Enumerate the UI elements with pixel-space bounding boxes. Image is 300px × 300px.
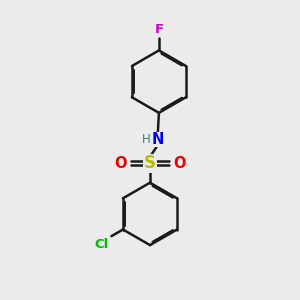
Text: F: F	[154, 22, 164, 36]
Text: H: H	[142, 133, 151, 146]
Text: O: O	[115, 156, 127, 171]
Text: O: O	[173, 156, 185, 171]
Text: N: N	[151, 132, 164, 147]
Text: S: S	[144, 154, 156, 172]
Text: Cl: Cl	[95, 238, 109, 251]
